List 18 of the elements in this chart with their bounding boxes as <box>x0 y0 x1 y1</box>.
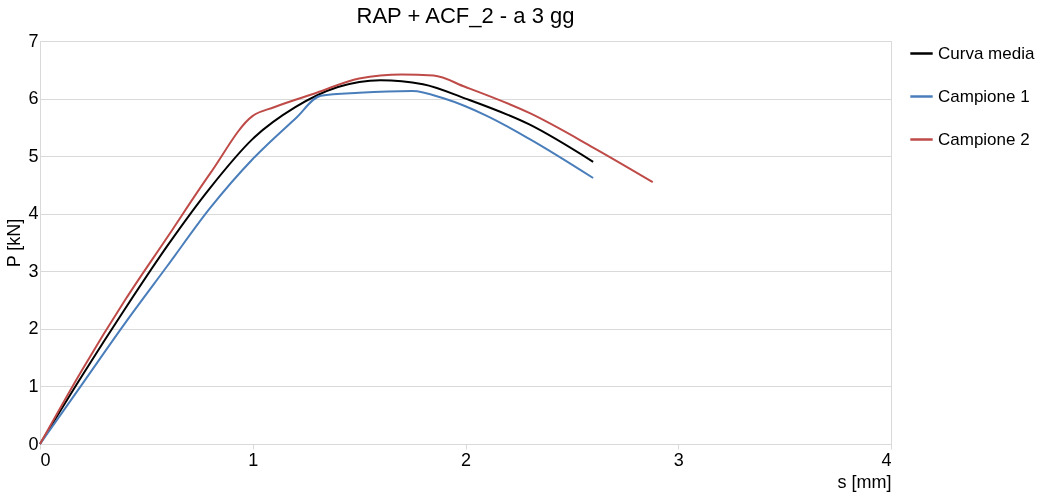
x-tick-label: 3 <box>673 449 684 470</box>
y-axis-title: P [kN] <box>4 218 25 268</box>
x-tick-label: 4 <box>881 449 892 470</box>
x-axis-title: s [mm] <box>837 471 892 492</box>
y-tick-label: 3 <box>28 260 39 281</box>
y-tick-label: 1 <box>28 375 39 396</box>
legend-label: Campione 1 <box>938 86 1030 106</box>
chart-title: RAP + ACF_2 - a 3 gg <box>356 3 575 28</box>
x-tick-label: 2 <box>460 449 472 470</box>
y-tick-label: 2 <box>28 318 39 339</box>
y-tick-label: 4 <box>28 203 39 224</box>
legend-label: Curva media <box>938 43 1035 63</box>
y-tick-label: 5 <box>28 145 39 166</box>
y-tick-label: 6 <box>28 88 39 109</box>
x-tick-label: 1 <box>248 449 259 470</box>
y-tick-label: 7 <box>28 30 39 51</box>
y-tick-label: 0 <box>28 433 39 454</box>
legend-label: Campione 2 <box>938 129 1030 149</box>
